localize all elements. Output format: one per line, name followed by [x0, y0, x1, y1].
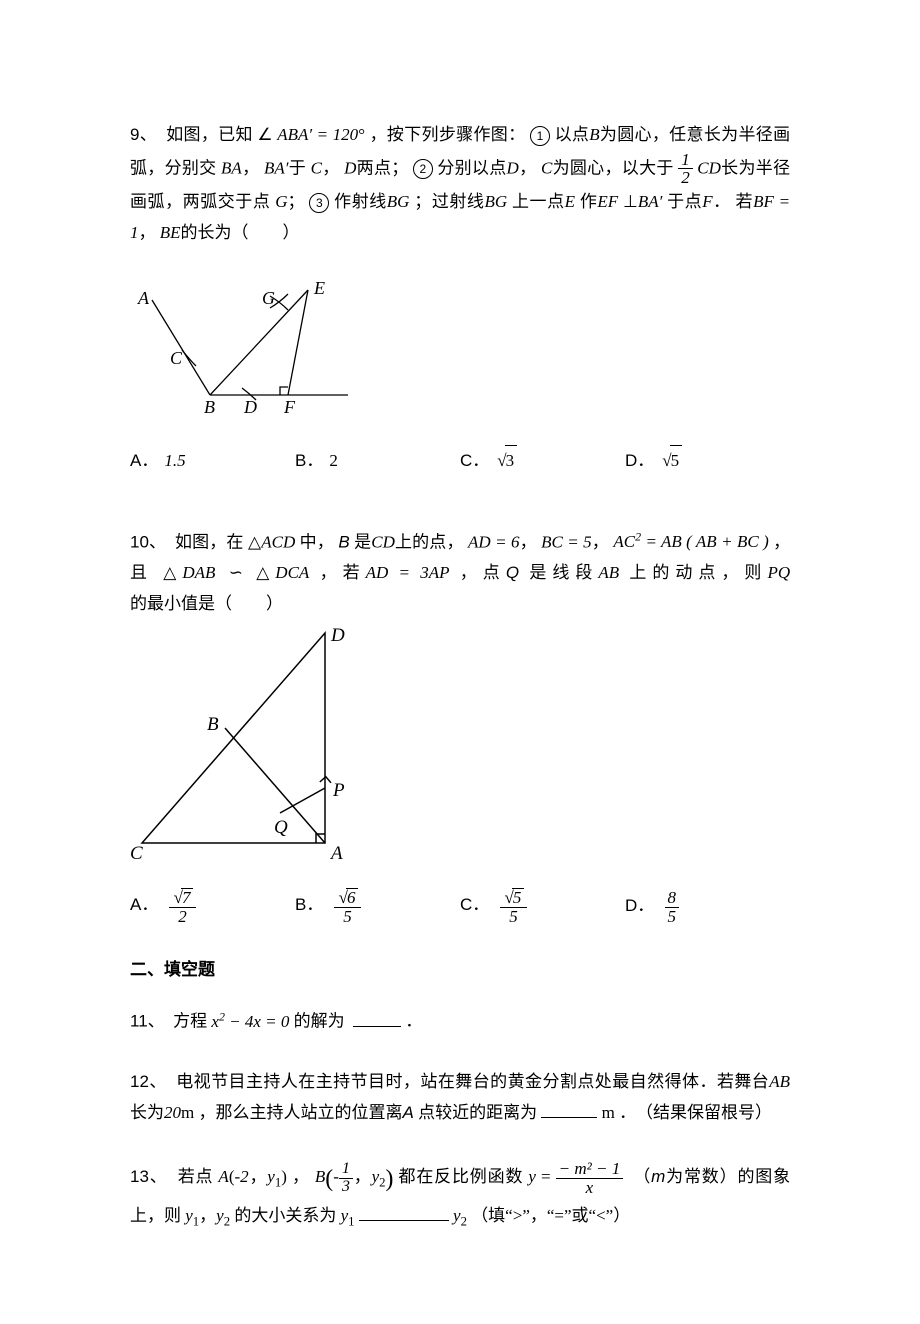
- step-3-icon: 3: [309, 193, 329, 213]
- q9-figure: ABCDFA′GE: [130, 260, 790, 431]
- svg-text:B: B: [207, 714, 219, 735]
- q10-opt-c[interactable]: C． √55: [460, 888, 625, 926]
- q9-opt-b[interactable]: B．2: [295, 446, 460, 477]
- svg-text:B: B: [204, 397, 215, 417]
- q11-blank[interactable]: [353, 1009, 401, 1027]
- q13-fraction: − m² − 1x: [556, 1160, 624, 1197]
- step-2-icon: 2: [413, 159, 433, 179]
- section-2-heading: 二、填空题: [130, 955, 790, 986]
- question-12: 12、 电视节目主持人在主持节目时，站在舞台的黄金分割点处最自然得体．若舞台AB…: [130, 1067, 790, 1128]
- question-9: 9、 如图，已知 ∠ ABA′ = 120° ，按下列步骤作图： 1 以点B为圆…: [130, 120, 790, 477]
- svg-text:F: F: [283, 397, 296, 417]
- q12-blank[interactable]: [541, 1100, 597, 1118]
- q10-opt-b[interactable]: B． √65: [295, 888, 460, 926]
- question-11: 11、 方程 x2 − 4x = 0 的解为 ．: [130, 1006, 790, 1037]
- svg-text:E: E: [313, 278, 325, 298]
- q10-opt-a[interactable]: A． √72: [130, 888, 295, 926]
- q11-number: 11、: [130, 1012, 165, 1031]
- q10-number: 10、: [130, 532, 166, 551]
- q10-figure: D A C B P Q: [130, 623, 790, 874]
- q9-number: 9、: [130, 125, 157, 144]
- q12-number: 12、: [130, 1072, 167, 1091]
- svg-text:G: G: [262, 288, 275, 308]
- q9-text: 如图，已知: [166, 125, 253, 144]
- q9-angle-expr: ∠ ABA′ = 120°: [257, 125, 369, 144]
- q9-opt-a[interactable]: A．1.5: [130, 446, 295, 477]
- svg-text:D: D: [243, 397, 257, 417]
- question-10: 10、 如图，在 △ACD 中， B 是CD上的点， AD = 6， BC = …: [130, 527, 790, 926]
- svg-text:P: P: [332, 780, 345, 801]
- svg-text:D: D: [330, 625, 345, 646]
- q9-opt-c[interactable]: C．√3: [460, 445, 625, 477]
- svg-text:C: C: [170, 348, 183, 368]
- q13-blank[interactable]: [359, 1203, 449, 1221]
- step-1-icon: 1: [530, 126, 550, 146]
- svg-text:A: A: [329, 843, 343, 863]
- q9-opt-d[interactable]: D．√5: [625, 445, 790, 477]
- q9-options: A．1.5 B．2 C．√3 D．√5: [130, 445, 790, 477]
- svg-text:C: C: [130, 843, 143, 863]
- q10-options: A． √72 B． √65 C． √55 D． 85: [130, 888, 790, 926]
- q10-opt-d[interactable]: D． 85: [625, 889, 790, 926]
- q13-number: 13、: [130, 1167, 168, 1186]
- svg-text:A: A: [137, 288, 150, 308]
- svg-text:Q: Q: [274, 817, 288, 838]
- question-13: 13、 若点 A(-2，y1) ， B(-13，y2) 都在反比例函数 y = …: [130, 1158, 790, 1233]
- half-fraction: 12: [678, 151, 693, 188]
